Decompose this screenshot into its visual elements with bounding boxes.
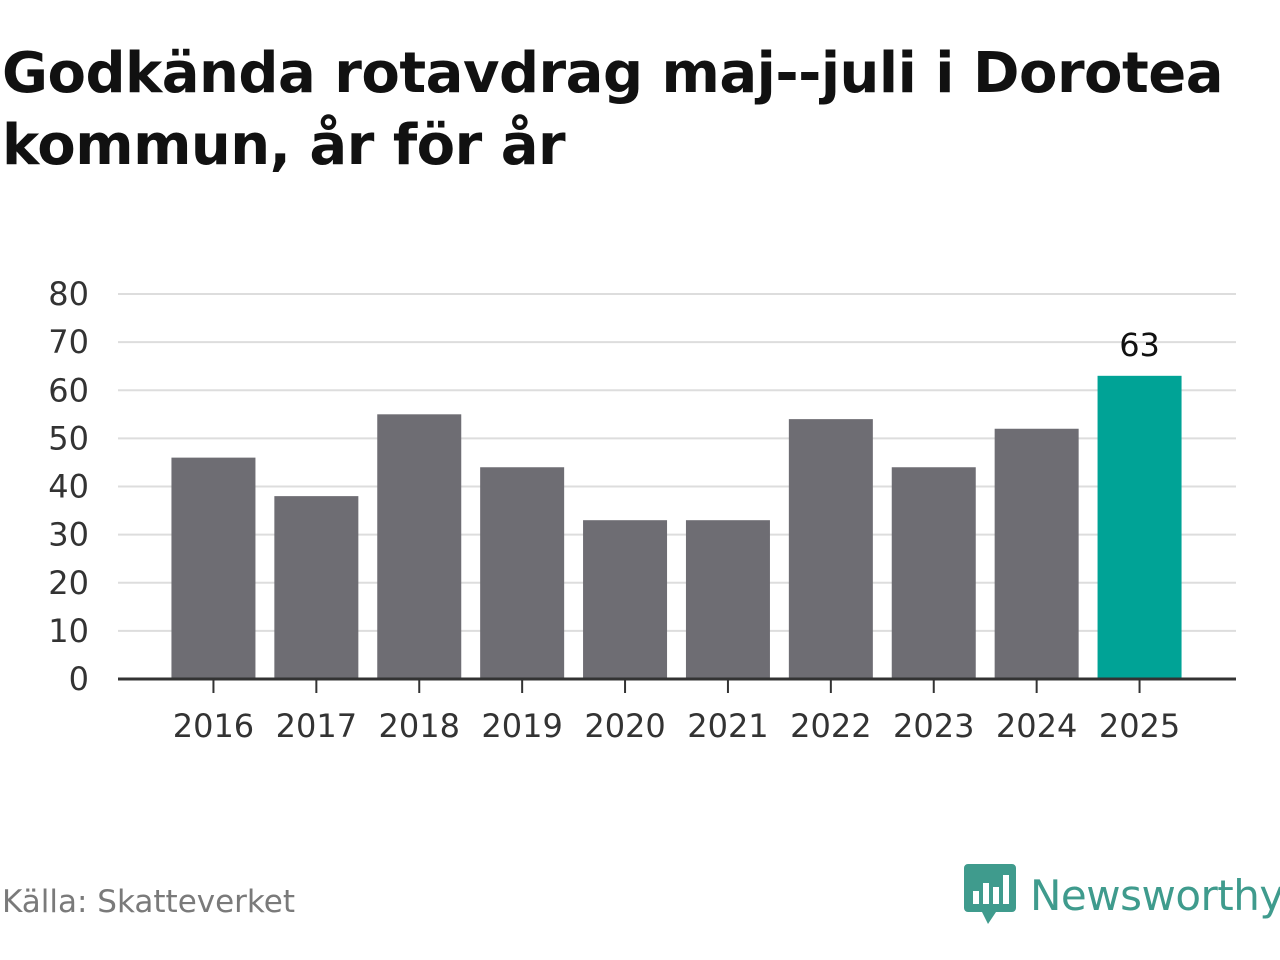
data-label: 63 [1119, 326, 1160, 364]
y-tick-label: 10 [48, 612, 89, 650]
x-tick-label: 2021 [687, 707, 768, 745]
bar [171, 457, 256, 679]
source-note: Källa: Skatteverket [2, 884, 296, 920]
x-tick-label: 2022 [790, 707, 871, 745]
x-tick-label: 2020 [584, 707, 665, 745]
bar [685, 520, 770, 679]
brand-name: Newsworthy [1030, 870, 1280, 920]
x-tick-label: 2017 [276, 707, 357, 745]
bar [1097, 375, 1182, 679]
bar [480, 467, 565, 679]
x-tick-label: 2019 [481, 707, 562, 745]
y-tick-label: 70 [48, 323, 89, 361]
y-tick-label: 30 [48, 516, 89, 554]
bar [274, 496, 359, 679]
x-tick-label: 2023 [893, 707, 974, 745]
bar [994, 428, 1079, 679]
x-tick-label: 2016 [173, 707, 254, 745]
y-tick-label: 50 [48, 419, 89, 457]
bar [788, 419, 873, 679]
bar [583, 520, 668, 679]
x-tick-label: 2024 [996, 707, 1077, 745]
bar-chart: 0 10 20 30 40 50 60 70 80 2016 2017 2018 2019 2020 202… [48, 275, 1236, 745]
bar [891, 467, 976, 679]
y-tick-label: 80 [48, 275, 89, 313]
y-tick-label: 20 [48, 564, 89, 602]
chart-title: Godkända rotavdrag maj--juli i Dorotea k… [2, 41, 1224, 178]
x-tick-label: 2025 [1099, 707, 1180, 745]
bar [377, 414, 462, 679]
y-tick-label: 40 [48, 468, 89, 506]
y-tick-label: 60 [48, 371, 89, 409]
newsworthy-logo-icon [964, 864, 1016, 924]
x-tick-label: 2018 [379, 707, 460, 745]
brand-logo: Newsworthy [964, 862, 1280, 928]
y-tick-label: 0 [69, 660, 89, 698]
